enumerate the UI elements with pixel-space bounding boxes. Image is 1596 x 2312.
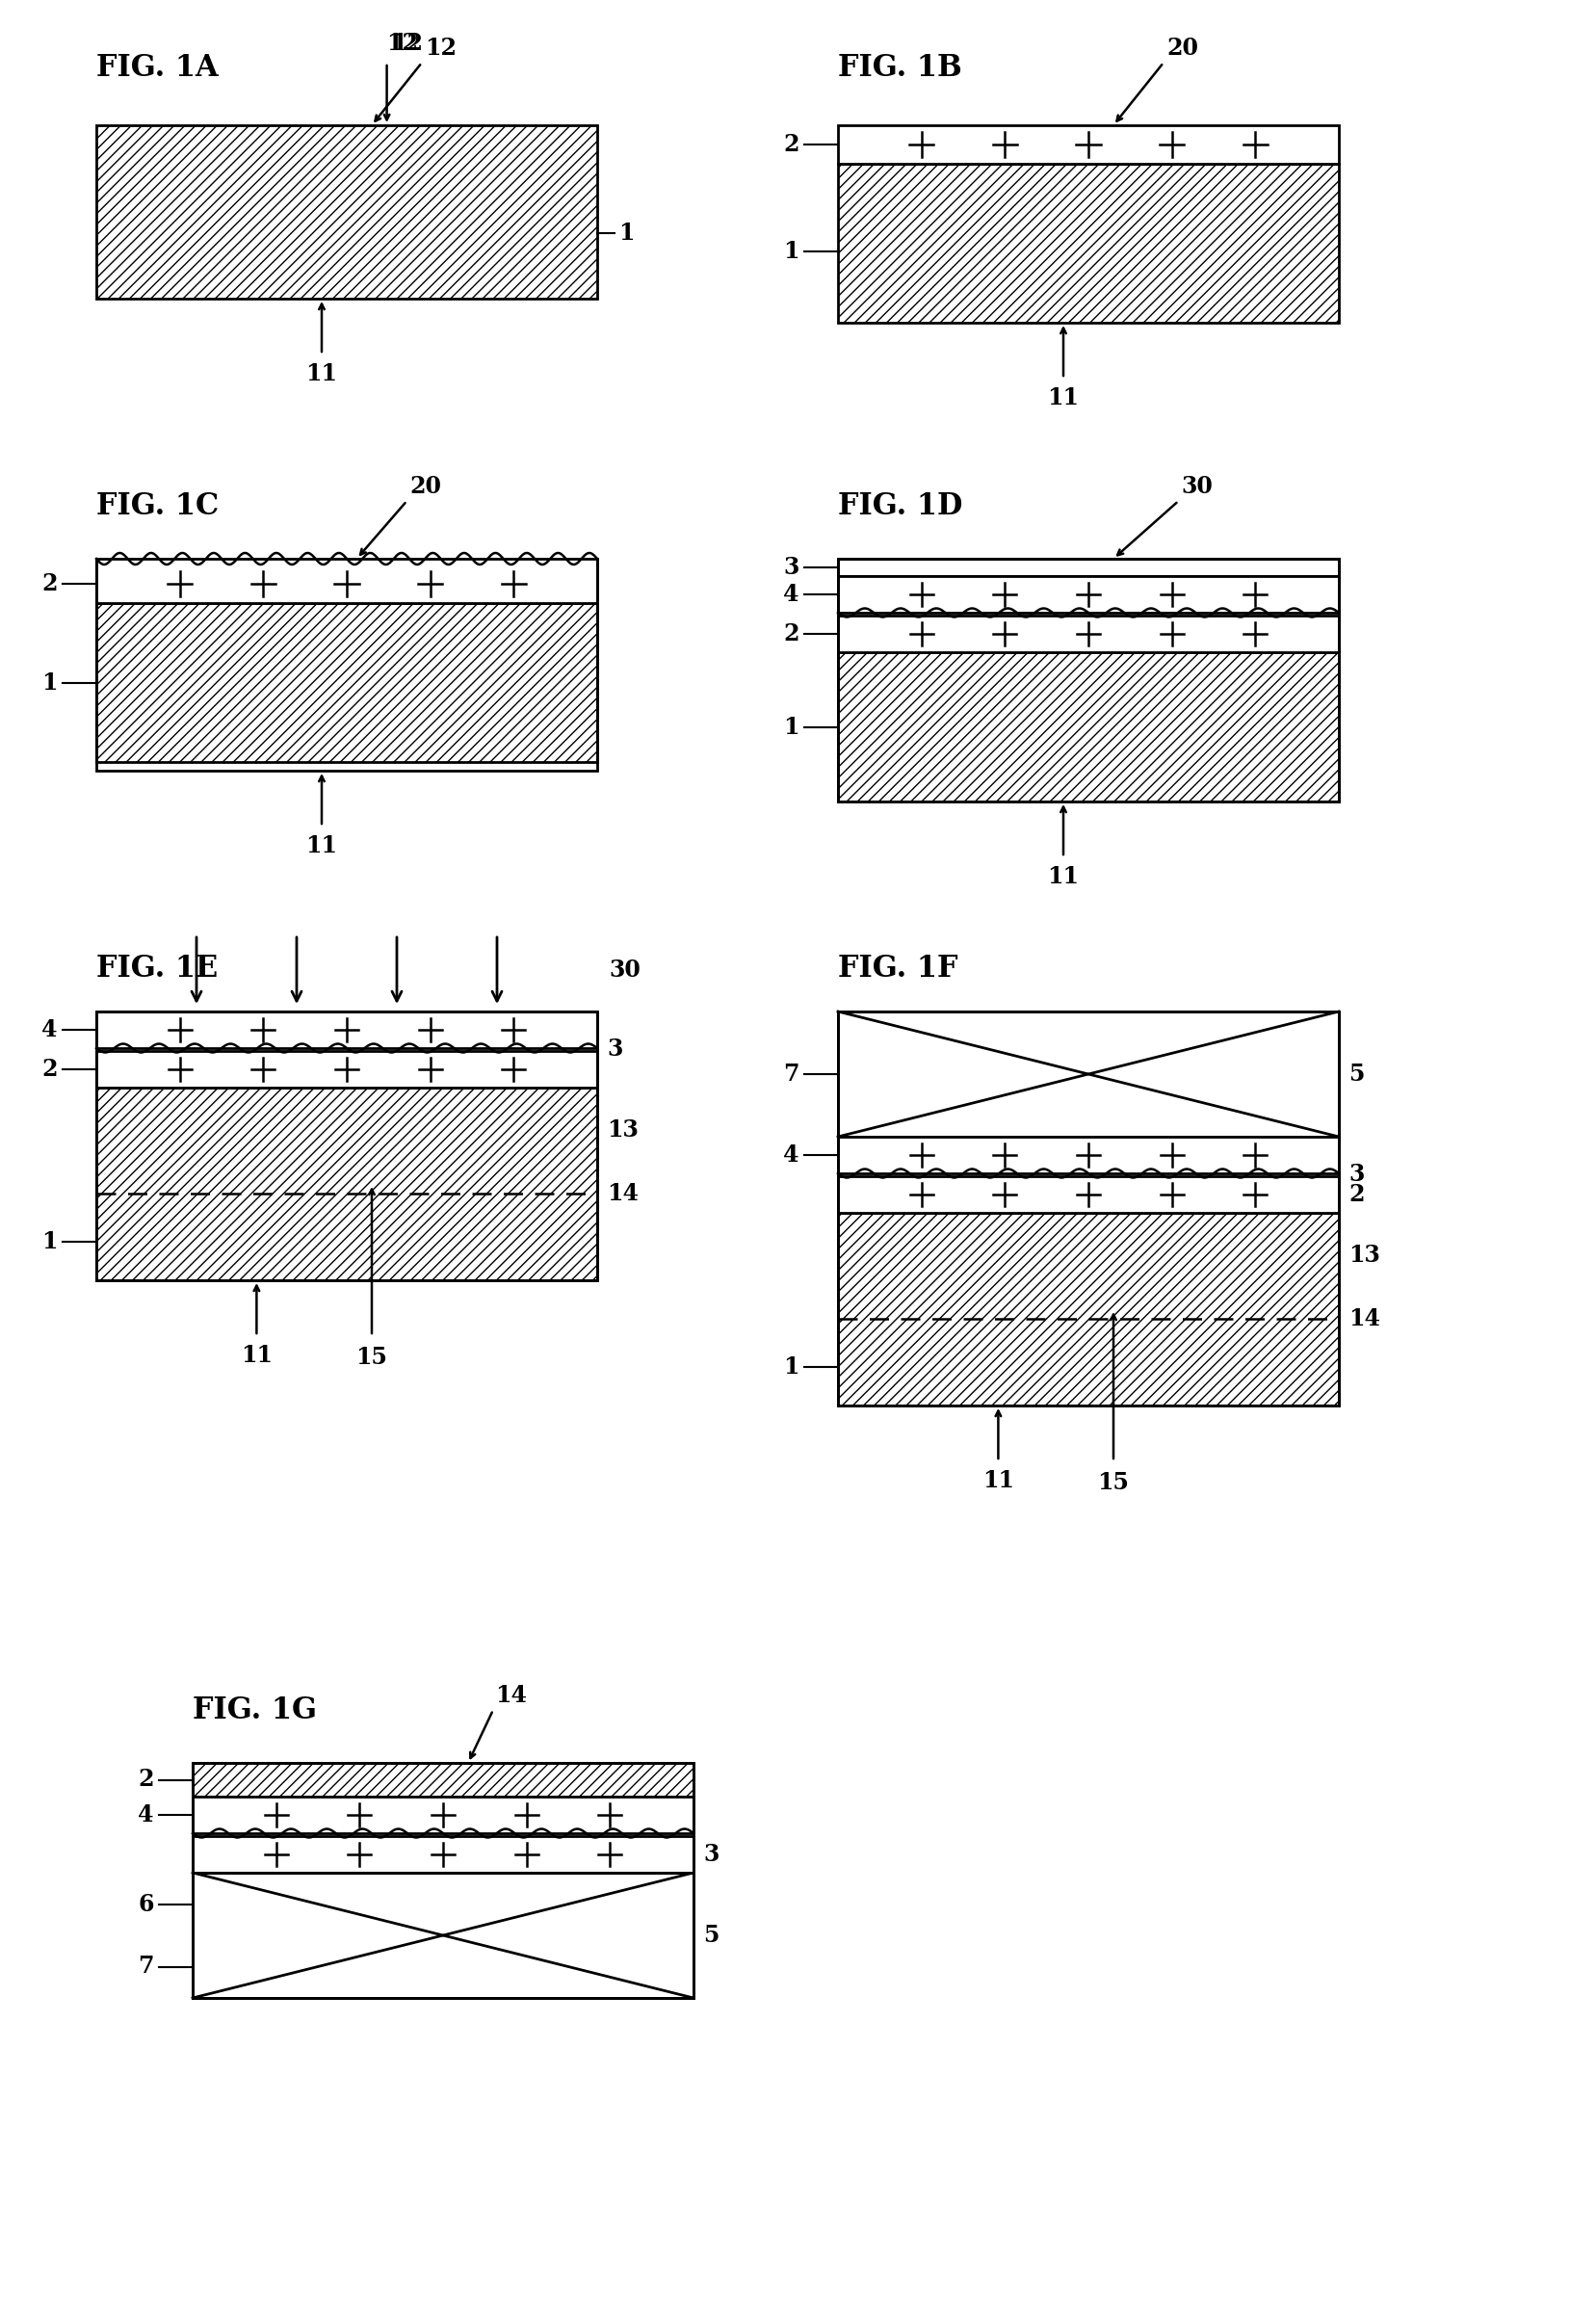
Bar [838,1013,1339,1406]
Text: 4: 4 [41,1017,57,1040]
Bar [96,1013,597,1281]
Bar [96,1052,597,1087]
Bar [838,652,1339,802]
Text: FIG. 1F: FIG. 1F [838,953,958,983]
Bar [838,164,1339,324]
Text: 30: 30 [1181,474,1213,497]
Text: 2: 2 [1349,1184,1365,1207]
Text: 15: 15 [356,1346,388,1369]
Bar [838,615,1339,652]
Text: 14: 14 [495,1683,527,1706]
Bar [96,125,597,298]
Text: 2: 2 [41,1059,57,1080]
Text: 12: 12 [386,32,418,55]
Bar [838,1177,1339,1214]
Text: 3: 3 [784,555,800,578]
Text: 7: 7 [139,1956,155,1979]
Text: FIG. 1A: FIG. 1A [96,53,219,83]
Text: 1: 1 [41,1230,57,1253]
Bar [838,1214,1339,1406]
Text: FIG. 1G: FIG. 1G [193,1695,318,1725]
Text: 20: 20 [1167,37,1199,60]
Text: 11: 11 [1047,865,1079,888]
Text: 5: 5 [704,1924,718,1947]
Bar [193,1873,694,1998]
Bar [838,560,1339,576]
Text: 11: 11 [306,363,338,386]
Text: 14: 14 [1349,1306,1381,1329]
Text: 11: 11 [306,835,338,858]
Text: 1: 1 [784,714,800,738]
Text: 13: 13 [1349,1244,1381,1267]
Bar [96,603,597,763]
Text: 3: 3 [606,1038,622,1061]
Text: 11: 11 [983,1468,1013,1491]
Bar [96,560,597,770]
Text: 11: 11 [1047,386,1079,409]
Bar [193,1762,694,1796]
Bar [96,1013,597,1047]
Text: 3: 3 [1349,1163,1365,1186]
Text: FIG. 1D: FIG. 1D [838,490,962,520]
Text: FIG. 1C: FIG. 1C [96,490,219,520]
Text: 11: 11 [241,1343,273,1366]
Bar [96,1087,597,1281]
Text: 4: 4 [139,1803,155,1826]
Text: 7: 7 [784,1064,800,1087]
Text: 13: 13 [606,1119,638,1142]
Text: 1: 1 [784,1355,800,1378]
Text: 30: 30 [608,959,640,983]
Bar [838,1013,1339,1138]
Bar [838,1013,1339,1138]
Text: FIG. 1B: FIG. 1B [838,53,962,83]
Text: 5: 5 [1349,1064,1365,1087]
Text: 1: 1 [618,222,634,245]
Bar [193,1873,694,1998]
Text: 12: 12 [425,37,456,60]
Bar [838,560,1339,802]
Text: 2: 2 [41,571,57,594]
Text: 12: 12 [391,32,423,55]
Text: 1: 1 [41,670,57,694]
Text: 1: 1 [784,240,800,264]
Bar [193,1836,694,1873]
Text: 14: 14 [606,1181,638,1205]
Text: 15: 15 [1098,1470,1130,1494]
Text: 2: 2 [139,1769,155,1792]
Text: 4: 4 [784,1144,800,1168]
Bar [96,564,597,603]
Bar [193,1762,694,1998]
Text: 3: 3 [704,1843,718,1866]
Text: 2: 2 [784,622,800,645]
Bar [838,1138,1339,1172]
Text: 4: 4 [784,583,800,606]
Text: FIG. 1E: FIG. 1E [96,953,219,983]
Bar [838,125,1339,164]
Text: 2: 2 [784,132,800,155]
Text: 6: 6 [139,1894,155,1917]
Text: 20: 20 [410,474,442,497]
Bar [838,576,1339,613]
Bar [193,1796,694,1833]
